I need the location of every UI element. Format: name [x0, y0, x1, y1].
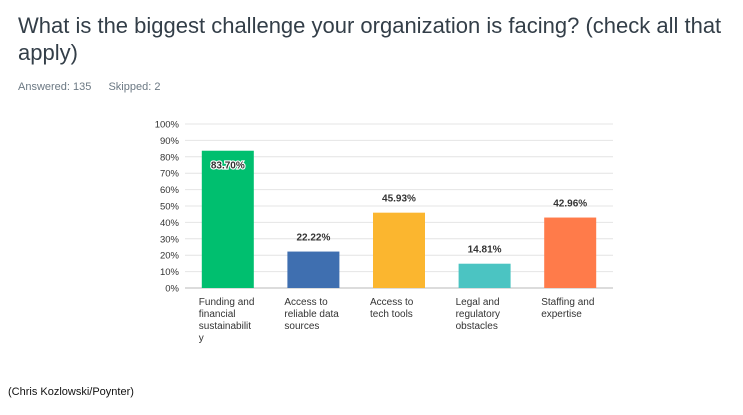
y-tick-label: 20%	[160, 251, 180, 262]
x-tick-label: Funding and	[199, 297, 255, 308]
response-stats: Answered: 135 Skipped: 2	[18, 81, 174, 93]
skipped-count: Skipped: 2	[108, 81, 161, 93]
y-tick-label: 100%	[155, 120, 180, 131]
answered-count: Answered: 135	[18, 81, 92, 93]
y-tick-label: 80%	[160, 152, 180, 163]
question-title: What is the biggest challenge your organ…	[18, 13, 722, 65]
photo-credit: (Chris Kozlowski/Poynter)	[8, 386, 134, 398]
y-tick-label: 0%	[165, 284, 179, 295]
x-tick-label: sources	[284, 321, 319, 332]
data-label: 45.93%	[382, 194, 416, 205]
y-tick-label: 60%	[160, 185, 180, 196]
x-tick-label: regulatory	[456, 309, 500, 320]
x-tick-label: expertise	[541, 309, 582, 320]
data-label: 22.22%	[296, 233, 330, 244]
bar	[373, 212, 425, 288]
x-tick-label: sustainabilit	[199, 321, 251, 332]
x-tick-label: Legal and	[456, 297, 500, 308]
x-tick-label: Access to	[284, 297, 328, 308]
bar	[287, 251, 340, 288]
y-tick-label: 50%	[160, 202, 180, 213]
x-tick-label: y	[199, 333, 204, 344]
data-label: 83.70%	[211, 161, 245, 172]
x-tick-label: tech tools	[370, 309, 413, 320]
x-tick-label: financial	[199, 309, 236, 320]
bar	[201, 150, 254, 288]
data-label: 14.81%	[468, 245, 502, 256]
data-label: 42.96%	[553, 199, 587, 210]
y-tick-label: 40%	[160, 218, 180, 229]
x-tick-label: reliable data	[284, 309, 339, 320]
y-tick-label: 90%	[160, 136, 180, 147]
y-tick-label: 30%	[160, 234, 180, 245]
bar	[458, 263, 511, 288]
x-tick-label: Staffing and	[541, 297, 594, 308]
x-tick-label: Access to	[370, 297, 414, 308]
bar	[544, 217, 597, 288]
y-tick-label: 70%	[160, 169, 180, 180]
y-tick-label: 10%	[160, 267, 180, 278]
x-tick-label: obstacles	[456, 321, 498, 332]
